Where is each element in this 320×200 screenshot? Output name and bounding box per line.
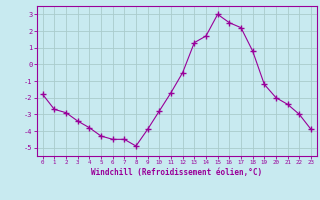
X-axis label: Windchill (Refroidissement éolien,°C): Windchill (Refroidissement éolien,°C) bbox=[91, 168, 262, 177]
